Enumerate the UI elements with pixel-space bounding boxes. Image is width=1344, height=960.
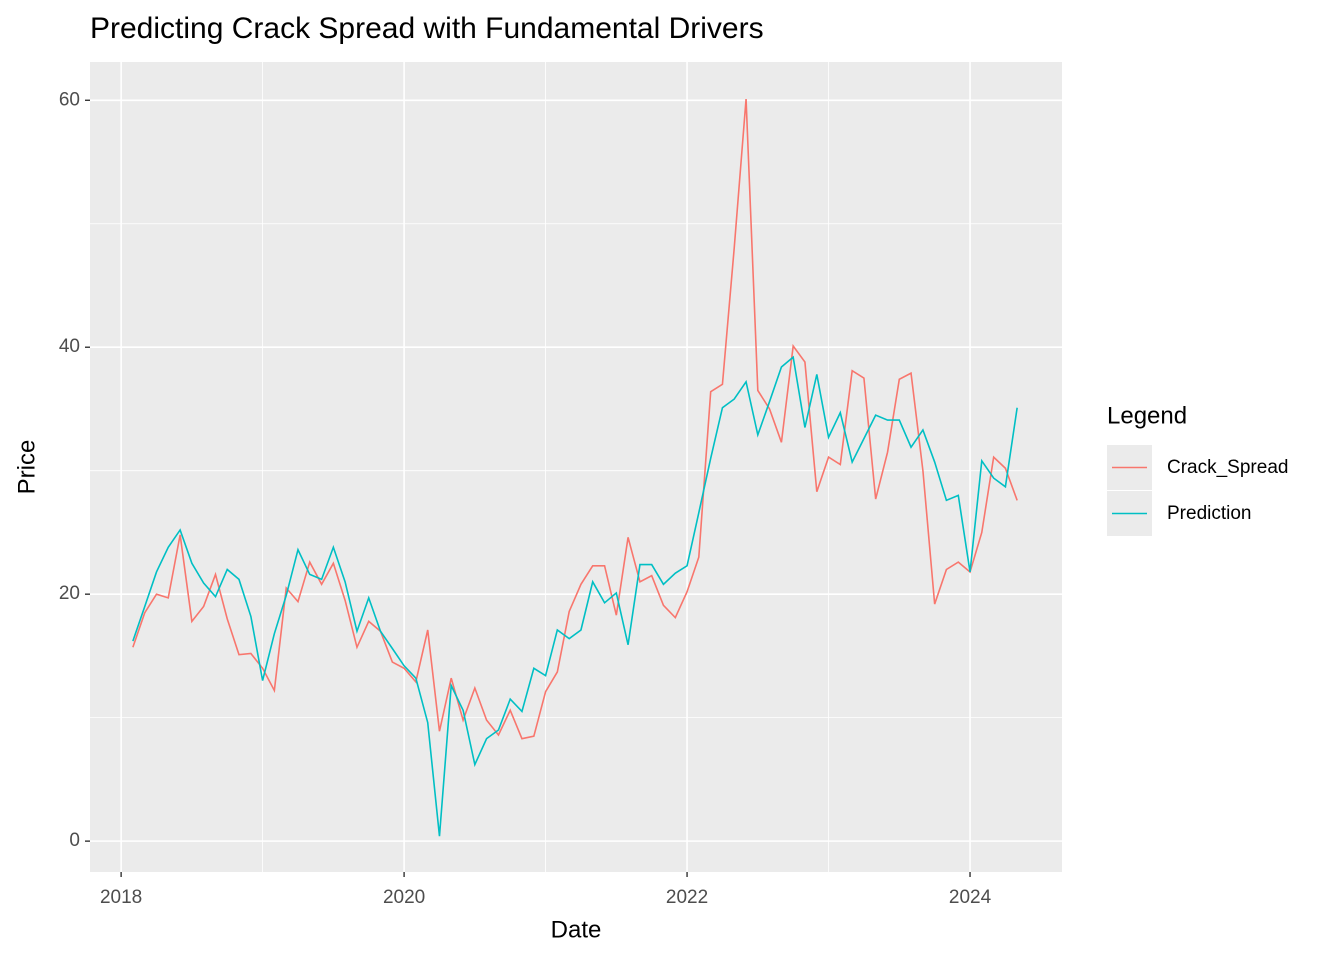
legend-title: Legend bbox=[1107, 402, 1187, 429]
x-axis-label: Date bbox=[551, 916, 602, 943]
y-tick-label: 40 bbox=[59, 336, 80, 357]
series-line bbox=[132, 355, 1018, 837]
y-axis-label: Price bbox=[13, 440, 40, 495]
x-tick-label: 2024 bbox=[949, 887, 992, 908]
x-tick-label: 2018 bbox=[100, 887, 142, 908]
y-tick-label: 0 bbox=[69, 830, 80, 851]
series-line bbox=[132, 98, 1018, 740]
y-tick-label: 60 bbox=[59, 89, 80, 110]
panel bbox=[90, 62, 1062, 872]
y-tick-label: 20 bbox=[59, 583, 80, 604]
x-tick-label: 2022 bbox=[666, 887, 708, 908]
x-tick-label: 2020 bbox=[383, 887, 425, 908]
legend-label: Crack_Spread bbox=[1167, 457, 1288, 478]
chart-title: Predicting Crack Spread with Fundamental… bbox=[90, 12, 764, 45]
legend-label: Prediction bbox=[1167, 503, 1252, 524]
